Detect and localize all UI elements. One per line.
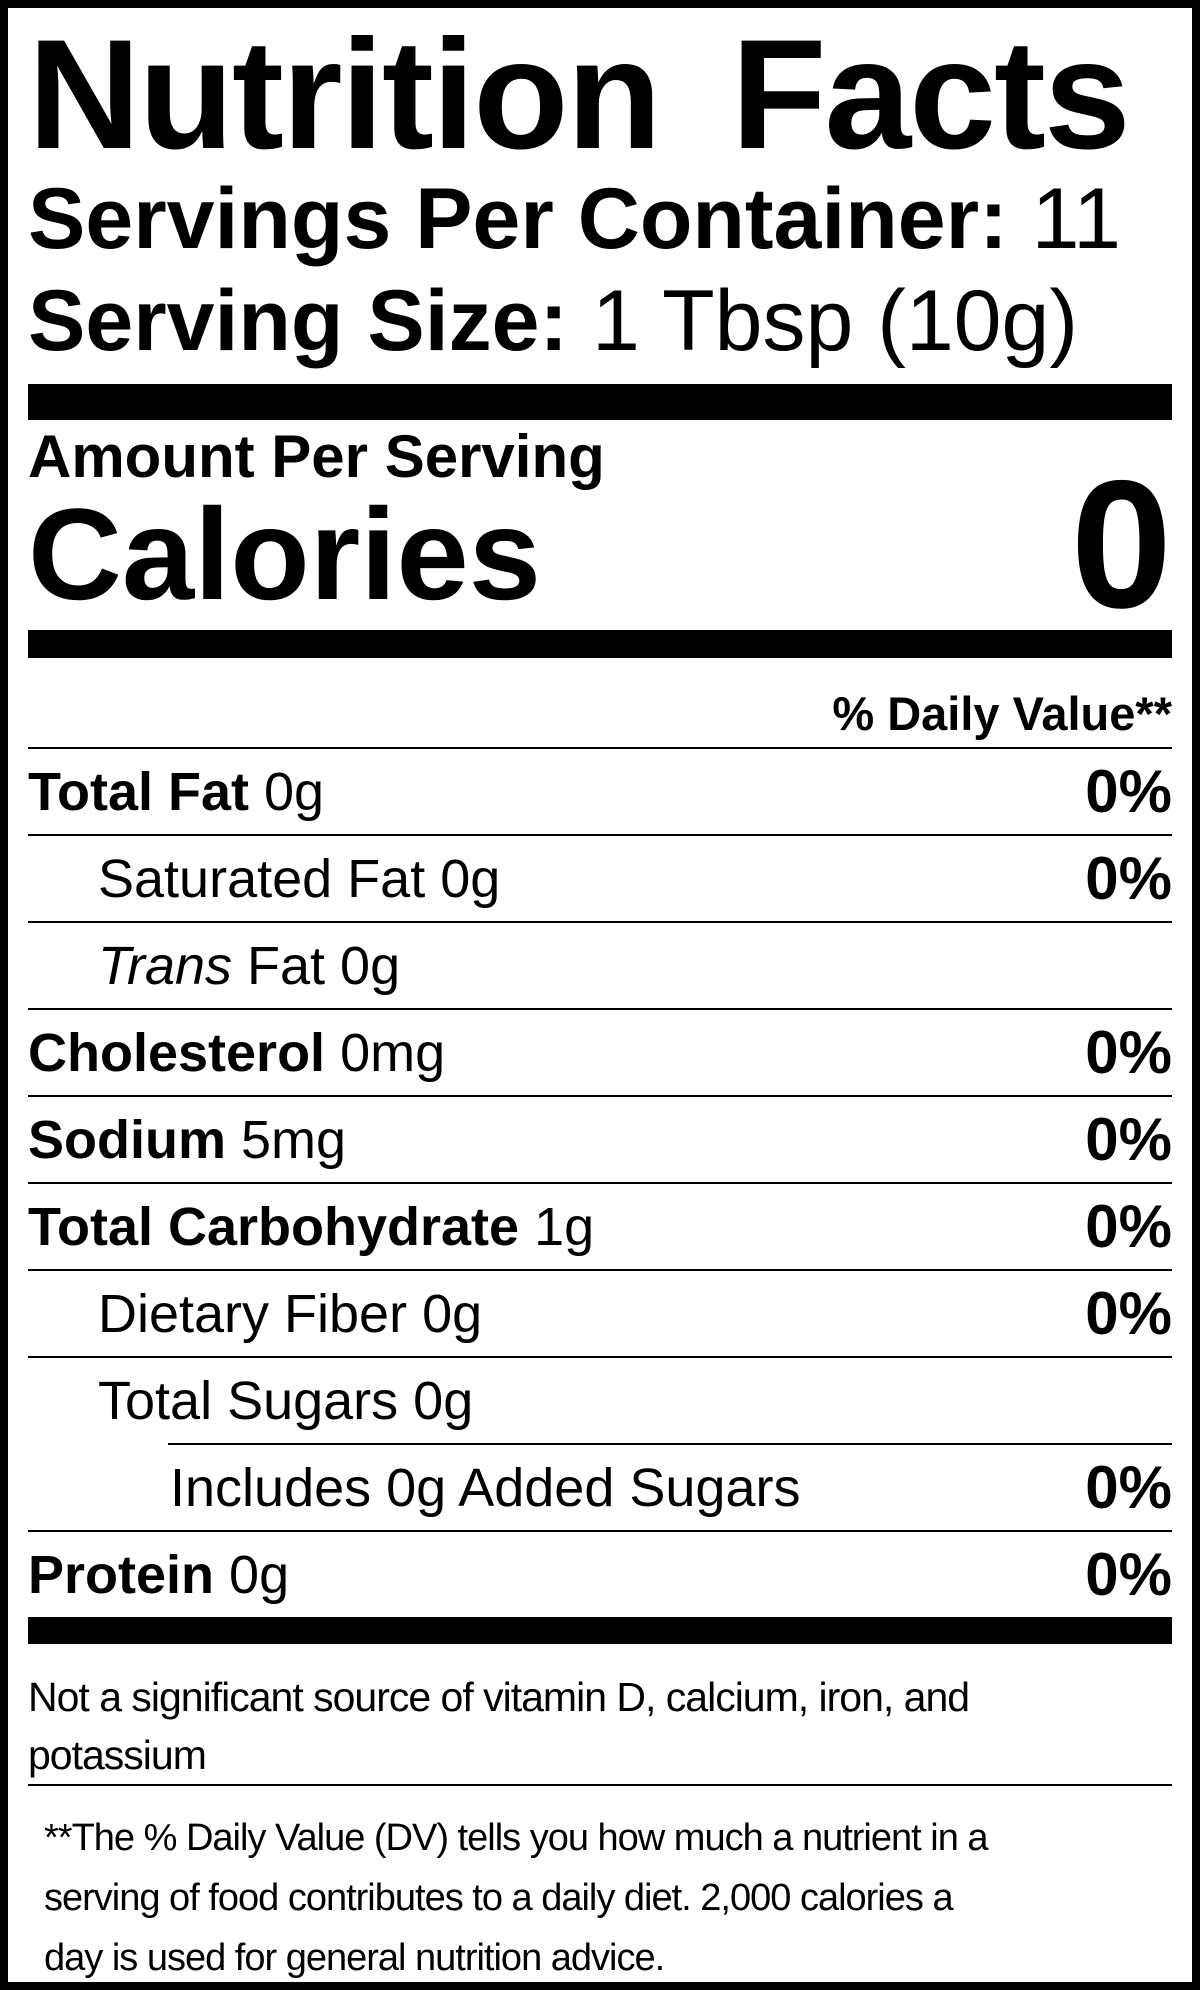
serving-size-value: 1 Tbsp (10g): [568, 273, 1078, 369]
nutrient-row-sodium: Sodium 5mg 0%: [28, 1097, 1172, 1184]
nutrient-label: Trans Fat 0g: [98, 935, 401, 996]
calories-value: 0: [1070, 442, 1172, 646]
daily-value-percent: 0%: [1085, 845, 1172, 912]
not-significant-source-note: Not a significant source of vitamin D, c…: [28, 1674, 970, 1778]
calories-label: Calories: [28, 481, 542, 627]
nutrient-label: Total Fat 0g: [28, 761, 325, 822]
daily-value-percent: 0%: [1085, 1280, 1172, 1347]
nutrient-row-total-sugars: Total Sugars 0g: [28, 1358, 1172, 1443]
calories-row: Calories 0: [28, 442, 1172, 646]
servings-per-container-line: Servings Per Container: 11: [28, 168, 1172, 270]
nutrient-row-saturated-fat: Saturated Fat 0g 0%: [28, 836, 1172, 923]
daily-value-percent: 0%: [1085, 1454, 1172, 1521]
thick-divider-top: [28, 384, 1172, 420]
nutrient-label: Cholesterol 0mg: [28, 1022, 446, 1083]
servings-per-container-value: 11: [1007, 171, 1121, 267]
indented-divider: [168, 1443, 1172, 1445]
nutrient-row-trans-fat: Trans Fat 0g: [28, 923, 1172, 1010]
nutrient-row-protein: Protein 0g 0%: [28, 1532, 1172, 1617]
nutrient-label: Includes 0g Added Sugars: [170, 1457, 801, 1518]
nutrient-label: Saturated Fat 0g: [98, 848, 501, 909]
thick-divider-bottom: [28, 1617, 1172, 1644]
servings-per-container-label: Servings Per Container:: [28, 171, 1008, 267]
nutrient-row-cholesterol: Cholesterol 0mg 0%: [28, 1010, 1172, 1097]
nutrient-label: Total Sugars 0g: [98, 1370, 474, 1431]
nutrition-facts-title: Nutrition Facts: [28, 8, 1131, 182]
serving-size-label: Serving Size:: [28, 273, 569, 369]
nutrient-label: Dietary Fiber 0g: [98, 1283, 483, 1344]
nutrient-label: Protein 0g: [28, 1544, 290, 1605]
daily-value-percent: 0%: [1085, 758, 1172, 825]
nutrient-row-added-sugars: Includes 0g Added Sugars 0%: [28, 1445, 1172, 1532]
daily-value-percent: 0%: [1085, 1541, 1172, 1608]
daily-value-footnote: **The % Daily Value (DV) tells you how m…: [44, 1817, 989, 1979]
daily-value-percent: 0%: [1085, 1193, 1172, 1260]
nutrient-row-total-fat: Total Fat 0g 0%: [28, 749, 1172, 836]
amount-per-serving-label: Amount Per Serving: [28, 423, 605, 490]
nutrient-label: Total Carbohydrate 1g: [28, 1196, 595, 1257]
daily-value-header: % Daily Value**: [28, 658, 1172, 749]
nutrient-row-total-carbohydrate: Total Carbohydrate 1g 0%: [28, 1184, 1172, 1271]
serving-size-line: Serving Size: 1 Tbsp (10g): [28, 270, 1172, 372]
footnote-divider: [28, 1784, 1172, 1786]
medium-divider-calories: [28, 630, 1172, 658]
daily-value-percent: 0%: [1085, 1019, 1172, 1086]
nutrient-row-dietary-fiber: Dietary Fiber 0g 0%: [28, 1271, 1172, 1358]
nutrient-label: Sodium 5mg: [28, 1109, 347, 1170]
daily-value-percent: 0%: [1085, 1106, 1172, 1173]
